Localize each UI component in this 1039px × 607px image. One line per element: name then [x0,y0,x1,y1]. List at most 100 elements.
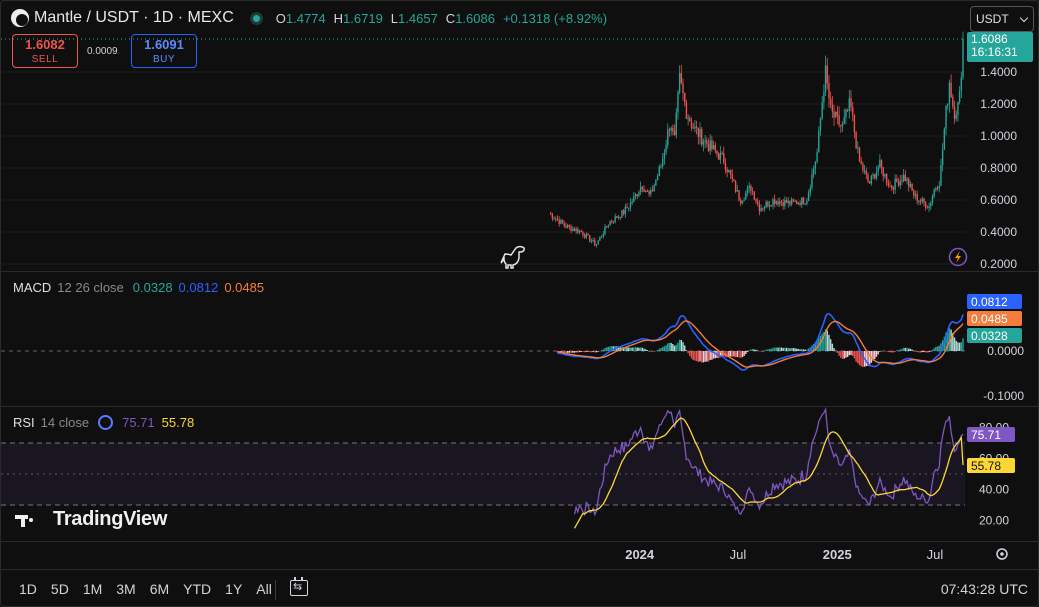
candle-body [804,203,806,205]
macd-histogram-bar [792,348,795,351]
range-5d[interactable]: 5D [50,581,69,597]
macd-histogram-bar [673,345,676,351]
macd-histogram-bar [743,351,745,357]
macd-histogram-bar [899,349,901,351]
change-value: +0.1318 (+8.92%) [502,10,608,26]
candle-body [857,147,859,149]
macd-hist-value: 0.0328 [132,280,173,295]
macd-histogram-bar [801,348,803,351]
macd-histogram-bar [578,351,581,353]
macd-histogram-bar [962,338,964,351]
macd-histogram-bar [840,351,842,358]
candle-body [957,102,959,115]
buy-label: BUY [152,54,176,65]
macd-histogram-bar [911,349,913,351]
macd-params: 12 26 close [57,280,124,295]
macd-histogram-bar [572,351,574,353]
buy-button[interactable]: 1.6091 BUY [131,34,197,68]
macd-histogram-bar [589,351,591,353]
macd-histogram-bar [604,348,606,351]
candle-body [950,82,952,98]
candle-body [868,181,871,184]
macd-histogram-bar [923,351,925,353]
macd-histogram-bar [565,351,567,354]
macd-histogram-bar [906,347,908,351]
range-6m[interactable]: 6M [149,581,170,597]
candle-body [777,201,779,205]
macd-histogram-bar [750,349,752,351]
macd-histogram-bar [872,351,874,361]
candle-body [924,202,927,208]
refresh-icon[interactable] [98,415,114,430]
candle-body [962,38,964,78]
macd-histogram-bar [689,351,691,356]
macd-histogram-bar [814,342,817,351]
candle-body [583,235,586,238]
macd-histogram-bar [821,333,823,351]
candle-body [945,105,947,129]
candle-body [914,194,917,196]
candle-body [894,178,896,190]
range-ytd[interactable]: YTD [183,581,212,597]
candle-body [638,192,640,196]
symbol-title[interactable]: Mantle / USDT · 1D · MEXC [34,9,234,26]
macd-histogram-bar [909,348,912,351]
candle-body [928,206,930,209]
rsi-value: 75.71 [122,415,155,430]
macd-histogram-bar [790,348,793,351]
macd-histogram-bar [952,332,954,351]
goto-date-icon[interactable] [290,577,308,596]
macd-histogram-bar [914,351,917,352]
rsi-title[interactable]: RSI [13,415,35,430]
candle-body [940,165,942,187]
candles [549,31,964,248]
rsi-ma-value: 55.78 [161,415,195,430]
chart-canvas[interactable]: 1.4000 1.2000 1.0000 0.8000 0.6000 0.4000 0.20… [1,1,1039,569]
macd-histogram-bar [806,349,808,351]
currency-select[interactable]: USDT [970,6,1034,32]
lightning-icon[interactable] [948,247,968,267]
macd-histogram-bar [913,350,915,352]
macd-histogram-bar [772,347,774,351]
range-all[interactable]: All [256,581,272,597]
candle-body [772,199,774,206]
candle-body [816,152,818,162]
macd-histogram-bar [677,342,679,351]
macd-histogram-bar [751,348,754,351]
range-1y[interactable]: 1Y [225,581,243,597]
range-3m[interactable]: 3M [116,581,136,597]
utc-clock[interactable]: 07:43:28 UTC [940,581,1028,597]
range-1m[interactable]: 1M [82,581,103,597]
candle-body [836,111,839,116]
price-tick-label: 1.4000 [980,65,1017,79]
macd-histogram-bar [590,351,593,353]
candle-body [782,202,784,207]
candle-body [743,199,745,201]
candle-body [684,93,686,103]
dino-icon[interactable] [500,245,525,269]
candle-body [801,197,803,205]
candle-body [687,118,689,120]
candle-body [555,218,557,220]
price-tick-label: 1.2000 [980,97,1017,111]
candle-body [763,206,766,209]
tradingview-logo[interactable]: TradingView [15,508,167,531]
candle-body [780,201,783,203]
candle-body [663,152,666,159]
macd-histogram-bar [741,351,744,358]
candle-body [901,180,903,182]
macd-histogram-bar [924,351,927,353]
chevron-down-icon [1019,13,1029,23]
range-1d[interactable]: 1D [19,581,37,597]
settings-icon[interactable] [996,548,1008,560]
candle-body [879,160,881,168]
candle-body [875,171,878,179]
close-value: 1.6086 [455,10,495,26]
candle-body [592,240,594,242]
macd-histogram-bar [892,351,895,353]
macd-histogram-bar [789,348,791,351]
candle-body [614,216,616,222]
macd-title[interactable]: MACD [13,280,52,295]
sell-button[interactable]: 1.6082 SELL [12,34,78,68]
candle-body [755,199,757,202]
